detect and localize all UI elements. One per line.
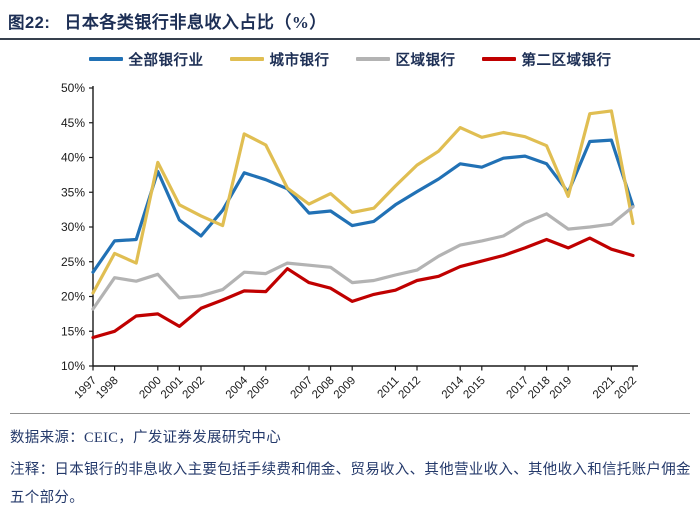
legend-item-second-regional-banks: 第二区域银行 bbox=[481, 49, 612, 70]
y-axis-label: 45% bbox=[61, 116, 85, 130]
series-line-second-regional-banks bbox=[91, 236, 635, 340]
legend-item-all-banks: 全部银行业 bbox=[88, 49, 204, 70]
series-line-regional-banks bbox=[91, 205, 635, 311]
x-axis-label: 2017 bbox=[505, 375, 532, 401]
note-text: 注释：日本银行的非息收入主要包括手续费和佣金、贸易收入、其他营业收入、其他收入和… bbox=[10, 462, 691, 507]
footer-divider bbox=[10, 413, 690, 414]
figure-footer: 数据来源：CEIC，广发证券发展研究中心 注释：日本银行的非息收入主要包括手续费… bbox=[0, 413, 700, 513]
legend-swatch-all-banks bbox=[88, 57, 123, 61]
y-axis-label: 25% bbox=[61, 255, 85, 269]
y-axis-label: 35% bbox=[61, 185, 85, 199]
legend-swatch-second-regional-banks bbox=[481, 57, 516, 61]
legend-swatch-regional-banks bbox=[355, 57, 390, 61]
figure-title: 日本各类银行非息收入占比（%） bbox=[64, 13, 327, 32]
x-axis-label: 2015 bbox=[461, 375, 488, 401]
y-axis-label: 20% bbox=[61, 290, 85, 304]
series-line-city-banks bbox=[91, 109, 635, 295]
figure-number: 图22: bbox=[8, 14, 51, 32]
x-axis-label: 2004 bbox=[224, 374, 251, 401]
y-axis-label: 50% bbox=[61, 81, 85, 95]
legend-label-regional-banks: 区域银行 bbox=[395, 52, 456, 69]
x-axis-label: 2019 bbox=[548, 375, 575, 401]
x-axis-label: 2007 bbox=[289, 375, 316, 401]
x-axis-label: 2005 bbox=[245, 375, 272, 401]
x-axis-label: 2022 bbox=[613, 375, 640, 401]
x-axis-label: 2011 bbox=[376, 375, 402, 401]
legend-label-all-banks: 全部银行业 bbox=[128, 52, 204, 69]
y-axis-label: 15% bbox=[61, 324, 85, 338]
x-axis-label: 2021 bbox=[591, 375, 618, 401]
x-axis-label: 2014 bbox=[440, 374, 467, 401]
y-axis-label: 10% bbox=[61, 359, 85, 373]
x-axis-label: 2000 bbox=[137, 375, 164, 401]
chart-legend: 全部银行业 城市银行 区域银行 第二区域银行 bbox=[0, 49, 700, 69]
legend-item-regional-banks: 区域银行 bbox=[355, 49, 456, 70]
legend-item-city-banks: 城市银行 bbox=[229, 49, 330, 70]
title-divider bbox=[0, 38, 700, 40]
x-axis-label: 2008 bbox=[310, 375, 337, 401]
x-axis-label: 2018 bbox=[526, 375, 553, 401]
series-line-all-banks bbox=[91, 138, 635, 274]
x-axis-label: 1997 bbox=[73, 375, 100, 401]
x-axis-label: 2012 bbox=[397, 375, 424, 401]
y-axis-label: 30% bbox=[61, 220, 85, 234]
x-axis-label: 2002 bbox=[181, 375, 208, 401]
legend-swatch-city-banks bbox=[229, 57, 264, 61]
legend-label-second-regional-banks: 第二区域银行 bbox=[521, 52, 612, 69]
legend-label-city-banks: 城市银行 bbox=[269, 52, 330, 69]
x-axis-label: 1998 bbox=[94, 375, 121, 401]
x-axis-label: 2009 bbox=[332, 375, 359, 401]
figure-title-row: 图22: 日本各类银行非息收入占比（%） bbox=[0, 6, 700, 33]
x-axis-label: 2001 bbox=[159, 375, 186, 401]
y-axis-label: 40% bbox=[61, 151, 85, 165]
source-text: 数据来源：CEIC，广发证券发展研究中心 bbox=[10, 430, 282, 446]
